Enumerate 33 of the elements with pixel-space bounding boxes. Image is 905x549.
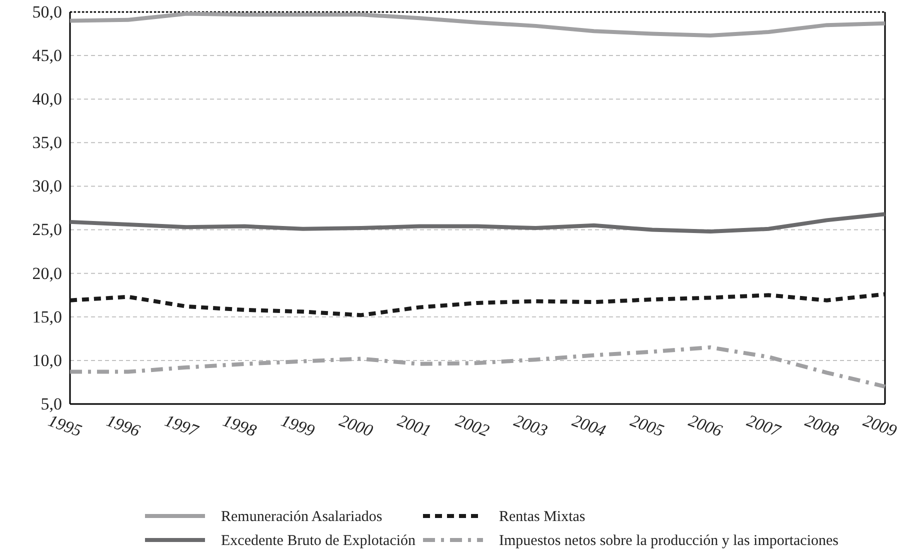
x-tick-label: 1995: [46, 410, 84, 440]
y-tick-label: 20,0: [32, 264, 62, 283]
legend-label: Excedente Bruto de Explotación: [221, 533, 416, 549]
legend-label: Impuestos netos sobre la producción y las importaciones: [499, 533, 839, 549]
y-tick-label: 10,0: [32, 350, 62, 370]
y-tick-label: 5,0: [40, 394, 62, 414]
y-tick-label: 40,0: [32, 90, 62, 109]
x-tick-label: 1996: [104, 410, 143, 441]
x-tick-label: 2004: [570, 410, 609, 441]
y-tick-label: 25,0: [32, 220, 62, 240]
line-series: [68, 292, 887, 318]
y-tick-label: 45,0: [32, 46, 62, 65]
y-tick-label: 50,0: [32, 2, 62, 22]
y-tick-label: 30,0: [32, 176, 62, 196]
legend-label: Rentas Mixtas: [499, 509, 586, 525]
line-series: [68, 12, 887, 38]
x-tick-label: 2007: [744, 410, 784, 441]
x-tick-label: 1998: [220, 410, 260, 441]
x-tick-label: 2005: [628, 410, 666, 440]
y-tick-label: 15,0: [32, 307, 62, 326]
y-tick-label: 35,0: [32, 133, 62, 152]
x-tick-label: 2009: [860, 410, 900, 441]
x-tick-label: 2008: [802, 410, 842, 441]
x-tick-label: 2001: [395, 410, 434, 440]
x-tick-label: 2002: [453, 410, 492, 441]
x-tick-label: 2000: [336, 410, 376, 441]
x-tick-label: 2003: [512, 410, 550, 440]
legend-label: Remuneración Asalariados: [221, 509, 382, 525]
x-tick-label: 2006: [686, 410, 726, 441]
line-series: [68, 212, 887, 234]
x-tick-label: 1997: [162, 410, 202, 441]
line-series: [68, 345, 887, 389]
x-tick-label: 1999: [278, 410, 318, 441]
